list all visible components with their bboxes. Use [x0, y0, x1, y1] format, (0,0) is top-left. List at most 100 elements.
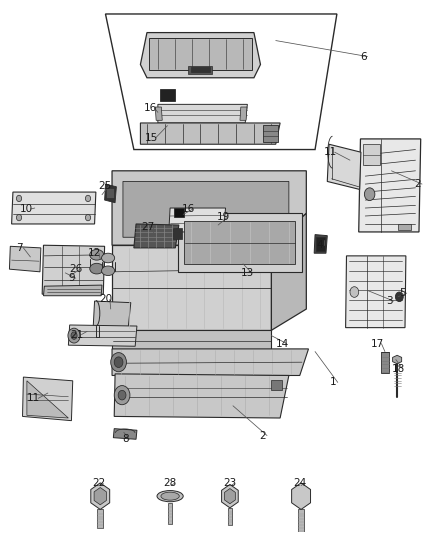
Polygon shape: [94, 488, 106, 505]
Bar: [191, 67, 210, 72]
Bar: [173, 228, 182, 239]
Polygon shape: [158, 104, 247, 123]
Text: 14: 14: [276, 338, 289, 349]
Text: 5: 5: [399, 288, 406, 298]
Polygon shape: [392, 356, 402, 364]
Polygon shape: [292, 483, 311, 510]
Polygon shape: [327, 144, 361, 189]
Polygon shape: [114, 374, 289, 418]
Text: 24: 24: [293, 479, 307, 488]
Bar: [363, 144, 380, 165]
Text: 27: 27: [141, 222, 155, 232]
Circle shape: [396, 292, 403, 302]
Bar: [227, 508, 232, 525]
Text: 16: 16: [182, 204, 195, 214]
Text: 23: 23: [223, 479, 237, 488]
Circle shape: [85, 214, 91, 221]
Polygon shape: [359, 139, 421, 232]
Ellipse shape: [102, 266, 115, 276]
Text: 11: 11: [324, 147, 337, 157]
Bar: [174, 208, 184, 216]
Polygon shape: [112, 330, 272, 349]
Text: 15: 15: [145, 133, 158, 143]
Circle shape: [111, 353, 127, 372]
Text: 9: 9: [68, 273, 75, 283]
Polygon shape: [155, 107, 162, 120]
Polygon shape: [112, 349, 308, 375]
Polygon shape: [184, 221, 295, 264]
Polygon shape: [12, 192, 96, 224]
Polygon shape: [113, 429, 137, 439]
Polygon shape: [149, 38, 252, 70]
Bar: [381, 352, 389, 373]
Bar: [398, 224, 411, 230]
Circle shape: [350, 287, 359, 297]
Polygon shape: [134, 224, 179, 248]
Polygon shape: [314, 235, 327, 253]
Circle shape: [16, 195, 21, 201]
Polygon shape: [42, 245, 105, 294]
Circle shape: [68, 328, 80, 343]
Bar: [298, 510, 304, 533]
Text: 1: 1: [330, 377, 337, 387]
Text: 2: 2: [414, 179, 421, 189]
Circle shape: [71, 332, 77, 340]
Ellipse shape: [90, 263, 104, 274]
Polygon shape: [141, 123, 280, 144]
Text: 17: 17: [371, 338, 384, 349]
Text: 10: 10: [19, 204, 32, 214]
Text: 11: 11: [27, 393, 40, 403]
Text: 2: 2: [259, 431, 266, 441]
Text: 3: 3: [386, 296, 392, 306]
Polygon shape: [225, 489, 235, 504]
Ellipse shape: [90, 249, 104, 260]
Ellipse shape: [102, 253, 115, 263]
Text: 18: 18: [392, 364, 405, 374]
Polygon shape: [141, 33, 261, 78]
Text: 22: 22: [92, 479, 106, 488]
Polygon shape: [22, 377, 73, 421]
Circle shape: [114, 357, 123, 368]
Text: 21: 21: [71, 329, 84, 340]
Polygon shape: [169, 208, 226, 232]
Text: 28: 28: [163, 479, 177, 488]
Circle shape: [114, 385, 130, 405]
Bar: [168, 503, 172, 524]
Polygon shape: [123, 181, 289, 237]
Polygon shape: [10, 246, 41, 272]
Circle shape: [118, 390, 126, 400]
Bar: [160, 89, 175, 101]
Polygon shape: [112, 171, 306, 245]
Text: 16: 16: [143, 103, 157, 113]
Bar: [106, 188, 114, 198]
Circle shape: [85, 195, 91, 201]
Text: 12: 12: [88, 248, 101, 258]
Polygon shape: [93, 301, 131, 328]
Polygon shape: [240, 107, 247, 120]
Bar: [316, 237, 325, 251]
Polygon shape: [27, 381, 68, 418]
Polygon shape: [272, 213, 306, 330]
Polygon shape: [68, 325, 137, 346]
Bar: [272, 380, 283, 390]
Polygon shape: [105, 184, 117, 203]
Polygon shape: [112, 245, 272, 330]
Text: 26: 26: [69, 264, 82, 274]
Text: 6: 6: [360, 52, 367, 61]
Bar: [263, 125, 278, 142]
Text: 8: 8: [122, 434, 128, 445]
Polygon shape: [177, 213, 302, 272]
Polygon shape: [43, 285, 102, 296]
Polygon shape: [91, 483, 110, 510]
Polygon shape: [222, 484, 238, 508]
Circle shape: [16, 214, 21, 221]
Polygon shape: [346, 256, 406, 328]
Bar: [188, 66, 212, 74]
Ellipse shape: [161, 492, 179, 500]
Bar: [97, 510, 103, 528]
Text: 7: 7: [16, 243, 22, 253]
Text: 19: 19: [217, 212, 230, 222]
Polygon shape: [106, 14, 337, 150]
Text: 4: 4: [316, 240, 323, 250]
Ellipse shape: [157, 490, 183, 502]
